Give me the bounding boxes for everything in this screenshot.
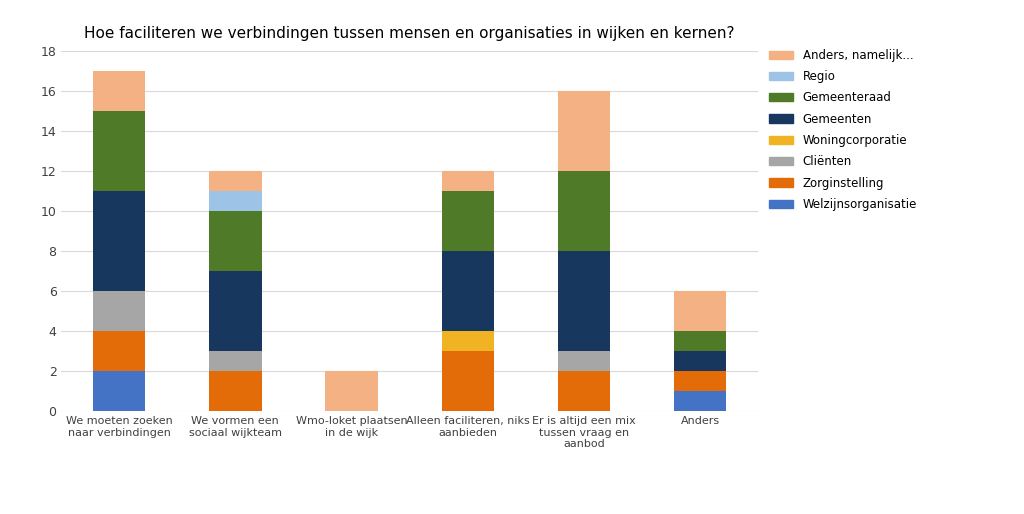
Bar bbox=[558, 371, 610, 411]
Bar bbox=[209, 351, 261, 371]
Bar bbox=[209, 211, 261, 271]
Bar bbox=[558, 351, 610, 371]
Bar bbox=[93, 191, 145, 291]
Bar bbox=[558, 171, 610, 251]
Bar bbox=[674, 391, 726, 411]
Bar bbox=[558, 251, 610, 351]
Bar bbox=[674, 331, 726, 351]
Bar bbox=[441, 351, 494, 411]
Bar bbox=[93, 371, 145, 411]
Bar bbox=[441, 191, 494, 251]
Bar bbox=[558, 91, 610, 171]
Bar bbox=[209, 371, 261, 411]
Bar bbox=[441, 171, 494, 191]
Bar bbox=[674, 371, 726, 391]
Bar bbox=[93, 71, 145, 112]
Bar bbox=[674, 351, 726, 371]
Bar bbox=[326, 371, 378, 411]
Bar bbox=[209, 271, 261, 351]
Bar bbox=[209, 191, 261, 211]
Bar bbox=[93, 112, 145, 191]
Legend: Anders, namelijk..., Regio, Gemeenteraad, Gemeenten, Woningcorporatie, Cliënten,: Anders, namelijk..., Regio, Gemeenteraad… bbox=[765, 44, 922, 215]
Bar bbox=[441, 331, 494, 351]
Title: Hoe faciliteren we verbindingen tussen mensen en organisaties in wijken en kerne: Hoe faciliteren we verbindingen tussen m… bbox=[84, 26, 735, 41]
Bar bbox=[441, 251, 494, 331]
Bar bbox=[93, 331, 145, 371]
Bar bbox=[209, 171, 261, 191]
Bar bbox=[674, 291, 726, 331]
Bar bbox=[93, 291, 145, 331]
